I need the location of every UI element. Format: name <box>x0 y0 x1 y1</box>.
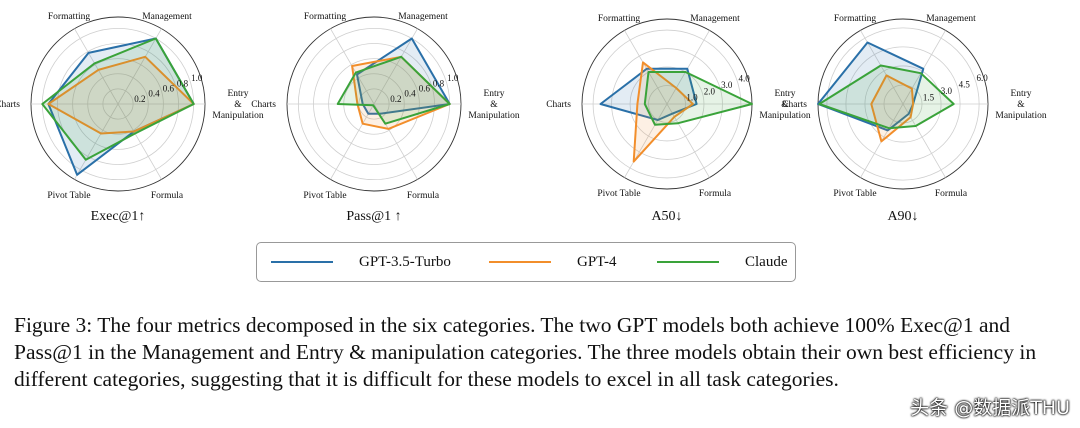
axis-label-entry-manipulation: Entry & Manipulation <box>995 89 1046 121</box>
series-polygon-claude <box>818 64 955 130</box>
grid-spoke <box>330 103 375 180</box>
legend-swatch-claude <box>657 261 719 263</box>
axis-label-formatting: Formatting <box>598 14 640 24</box>
chart-title: Pass@1 ↑ <box>346 209 401 224</box>
grid-spoke <box>117 28 162 105</box>
grid-spoke <box>624 103 668 178</box>
grid-spoke <box>902 30 946 105</box>
radar-chart-a50: 1.0 2.0 3.0 4.0 Formatting Management Entry & Ma… <box>546 14 811 224</box>
series-polygon-claude <box>643 71 753 126</box>
legend-swatch-gpt-3-5-turbo <box>271 261 333 263</box>
chart-title: A50↓ <box>651 209 682 224</box>
axis-label-formula: Formula <box>151 191 184 201</box>
axis-label-formula: Formula <box>935 189 968 199</box>
series-polygon-gpt-4 <box>47 55 195 135</box>
radar-chart-pass-at-1: 0.20.40.60.81.0 Formatting Management Entry… <box>251 12 520 224</box>
axis-label-management: Management <box>142 12 192 22</box>
axis-label-pivot-table: Pivot Table <box>597 189 640 199</box>
legend: GPT-3.5-Turbo GPT-4 Claude <box>256 242 796 282</box>
series-polygon-gpt-3-5-turbo <box>817 41 925 132</box>
radial-tick-label: 1.0 <box>447 73 459 83</box>
axis-label-formatting: Formatting <box>304 12 346 22</box>
series-polygon-claude <box>41 37 195 161</box>
axis-label-management: Management <box>398 12 448 22</box>
legend-swatch-gpt-4 <box>489 261 551 263</box>
radial-tick-label: 4.5 <box>959 80 971 90</box>
series-polygon-gpt-4 <box>632 61 694 163</box>
series-polygon-claude <box>336 55 451 125</box>
radial-tick-label: 0.6 <box>163 84 175 94</box>
series-polygon-gpt-3-5-turbo <box>599 67 698 121</box>
legend-label-gpt-3-5-turbo: GPT-3.5-Turbo <box>359 253 451 270</box>
radial-tick-label: 1.0 <box>686 93 698 103</box>
watermark: 头条 @数据派THU <box>910 397 1070 419</box>
figure-caption: Figure 3: The four metrics decomposed in… <box>14 313 1037 391</box>
axis-label-pivot-table: Pivot Table <box>303 191 346 201</box>
grid-spoke <box>74 103 119 180</box>
axis-label-charts: Charts <box>782 100 807 110</box>
axis-label-entry-manipulation: Entry & Manipulation <box>759 89 810 121</box>
legend-item-gpt-4: GPT-4 <box>489 243 616 281</box>
radial-tick-label: 1.5 <box>923 93 935 103</box>
axis-label-charts: Charts <box>546 100 571 110</box>
grid-spoke <box>624 30 668 105</box>
radial-tick-label: 3.0 <box>941 86 953 96</box>
grid-spoke <box>373 28 418 105</box>
axis-label-formula: Formula <box>407 191 440 201</box>
radar-chart-exec-at-1: 0.20.40.60.81.0 Formatting Management Entry… <box>0 12 264 224</box>
radial-tick-label: 0.8 <box>433 78 445 88</box>
axis-label-management: Management <box>926 14 976 24</box>
grid-spoke <box>117 103 162 180</box>
radial-tick-label: 1.0 <box>191 73 203 83</box>
axis-label-management: Management <box>690 14 740 24</box>
chart-title: A90↓ <box>887 209 918 224</box>
legend-label-gpt-4: GPT-4 <box>577 253 617 270</box>
legend-item-gpt-3-5-turbo: GPT-3.5-Turbo <box>271 243 451 281</box>
radial-tick-label: 4.0 <box>739 74 751 84</box>
radial-tick-label: 2.0 <box>704 86 716 96</box>
legend-label-claude: Claude <box>745 253 788 270</box>
radial-tick-label: 0.2 <box>390 94 401 104</box>
radial-tick-label: 3.0 <box>721 80 733 90</box>
radial-tick-label: 6.0 <box>977 73 989 83</box>
grid-spoke <box>74 28 119 105</box>
radial-tick-label: 0.4 <box>148 89 160 99</box>
radial-tick-label: 0.6 <box>419 84 431 94</box>
chart-title: Exec@1↑ <box>91 209 146 224</box>
radar-chart-a90: 1.5 3.0 4.5 6.0 Formatting Management Entry & Ma… <box>782 14 1047 224</box>
radial-tick-label: 0.4 <box>404 89 416 99</box>
axis-label-formula: Formula <box>699 189 732 199</box>
axis-label-formatting: Formatting <box>48 12 90 22</box>
radial-tick-label: 0.8 <box>177 78 189 88</box>
axis-label-formatting: Formatting <box>834 14 876 24</box>
axis-label-entry-manipulation: Entry & Manipulation <box>468 89 519 121</box>
radial-tick-label: 0.2 <box>134 94 145 104</box>
axis-label-pivot-table: Pivot Table <box>47 191 90 201</box>
legend-item-claude: Claude <box>657 243 788 281</box>
axis-label-pivot-table: Pivot Table <box>833 189 876 199</box>
grid-spoke <box>666 30 710 105</box>
axis-label-charts: Charts <box>251 100 276 110</box>
axis-label-entry-manipulation: Entry & Manipulation <box>212 89 263 121</box>
axis-label-charts: Charts <box>0 100 20 110</box>
